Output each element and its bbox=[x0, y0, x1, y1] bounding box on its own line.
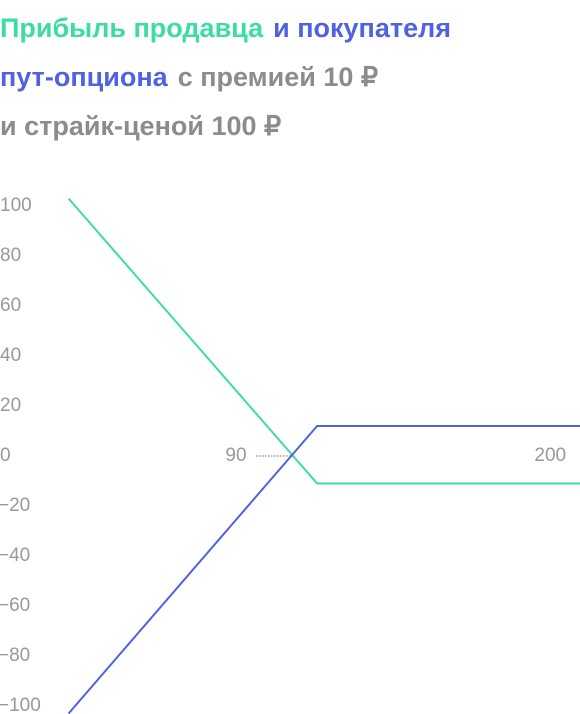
y-tick-label: 0 bbox=[0, 445, 11, 466]
series-line bbox=[67, 425, 580, 714]
chart-title: и страйк-ценой 100 ₽ bbox=[0, 111, 281, 141]
title-part: пут-опциона bbox=[0, 62, 169, 92]
x-tick-label: 90 bbox=[225, 445, 246, 466]
title-part: и страйк-ценой 100 ₽ bbox=[0, 111, 281, 141]
y-tick-label: −60 bbox=[0, 595, 30, 616]
series-line bbox=[67, 197, 580, 485]
chart-title: Прибыль продавца и покупателя bbox=[0, 13, 451, 43]
y-tick-label: 20 bbox=[0, 395, 21, 416]
y-tick-label: 40 bbox=[0, 345, 21, 366]
y-tick-label: −100 bbox=[0, 695, 41, 714]
chart-title: пут-опциона с премией 10 ₽ bbox=[0, 62, 378, 92]
y-tick-label: 80 bbox=[0, 245, 21, 266]
y-tick-label: −20 bbox=[0, 495, 30, 516]
title-part: Прибыль продавца bbox=[0, 13, 264, 43]
y-tick-label: 60 bbox=[0, 295, 21, 316]
y-tick-label: −40 bbox=[0, 545, 30, 566]
y-tick-label: 100 bbox=[0, 195, 32, 216]
title-part: и покупателя bbox=[273, 13, 451, 43]
x-tick-label: 200 bbox=[534, 445, 566, 466]
y-tick-label: −80 bbox=[0, 645, 30, 666]
title-part: с премией 10 ₽ bbox=[178, 62, 378, 92]
